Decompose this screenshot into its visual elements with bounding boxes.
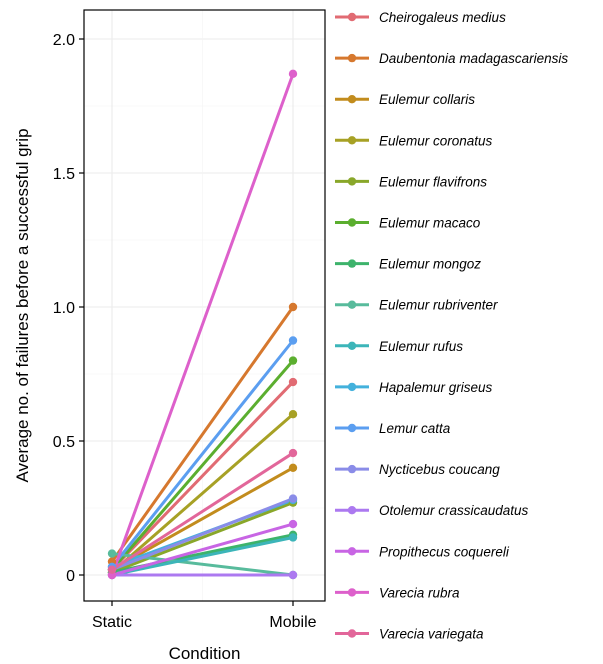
data-point xyxy=(288,336,298,345)
data-point xyxy=(288,533,298,542)
legend-key-point xyxy=(347,506,357,515)
legend-key-point xyxy=(347,95,357,104)
legend-key-point xyxy=(347,464,357,474)
legend-label: Otolemur crassicaudatus xyxy=(379,503,529,518)
data-points xyxy=(107,69,298,580)
x-tick-label: Static xyxy=(92,614,132,631)
series-line xyxy=(110,451,295,572)
legend-key-point xyxy=(347,136,357,145)
series-line xyxy=(110,497,295,572)
data-point xyxy=(288,377,298,387)
legend-label: Eulemur rubriventer xyxy=(379,298,498,313)
legend-label: Eulemur flavifrons xyxy=(379,174,487,189)
legend-key-point xyxy=(347,177,357,186)
series-line xyxy=(110,380,295,572)
x-tick-label: Mobile xyxy=(269,614,316,631)
legend-label: Varecia variegata xyxy=(379,627,484,642)
series-line xyxy=(110,72,295,577)
series-line xyxy=(110,501,295,574)
plot-panel-border xyxy=(83,9,326,602)
data-point xyxy=(288,463,298,472)
legend-key-point xyxy=(347,423,357,433)
legend-label: Daubentonia madagascariensis xyxy=(379,51,568,66)
data-point xyxy=(288,494,298,503)
legend-label: Hapalemur griseus xyxy=(379,380,493,395)
legend-label: Propithecus coquereli xyxy=(379,544,510,559)
data-point xyxy=(288,410,298,419)
legend-key-point xyxy=(347,588,357,597)
legend-label: Nycticebus coucang xyxy=(379,462,500,477)
legend-key-point xyxy=(347,259,357,268)
y-axis: 0 0.5 1.0 1.5 2.0 xyxy=(53,32,84,585)
data-point xyxy=(288,69,298,79)
series-line xyxy=(110,535,295,577)
series-line xyxy=(110,466,295,572)
legend-key-point xyxy=(347,341,357,350)
series-line xyxy=(110,522,295,577)
legend-key-point xyxy=(347,547,357,556)
legend-label: Eulemur mongoz xyxy=(379,257,481,272)
legend-key-point xyxy=(347,218,357,227)
legend-key-point xyxy=(347,12,357,22)
series-line xyxy=(110,305,295,564)
legend-label: Eulemur collaris xyxy=(379,92,475,107)
y-axis-title: Average no. of failures before a success… xyxy=(13,128,32,482)
legend-key-point xyxy=(347,629,357,638)
y-tick-label: 1.0 xyxy=(53,300,75,317)
grid xyxy=(84,10,325,601)
data-point xyxy=(288,356,298,365)
legend-key-point xyxy=(347,300,357,309)
x-axis-title: Condition xyxy=(169,644,241,663)
series-line xyxy=(110,412,295,574)
series-lines xyxy=(110,72,295,577)
series-line xyxy=(110,359,295,572)
data-point xyxy=(288,570,298,580)
x-axis: Static Mobile xyxy=(92,601,317,631)
legend-label: Eulemur coronatus xyxy=(379,133,493,148)
data-point xyxy=(288,448,298,458)
y-tick-label: 0 xyxy=(66,568,75,585)
y-tick-label: 0.5 xyxy=(53,434,75,451)
legend-label: Cheirogaleus medius xyxy=(379,10,506,25)
legend-key-point xyxy=(347,382,357,392)
legend-label: Varecia rubra xyxy=(379,585,460,600)
y-tick-label: 1.5 xyxy=(53,166,75,183)
data-point xyxy=(107,565,117,574)
data-point xyxy=(288,519,298,529)
legend-key-point xyxy=(347,53,357,63)
data-point xyxy=(288,302,298,312)
legend-label: Lemur catta xyxy=(379,421,451,436)
legend: Cheirogaleus medius Daubentonia madagasca… xyxy=(335,10,568,642)
legend-label: Eulemur macaco xyxy=(379,216,481,231)
series-line xyxy=(110,339,295,569)
data-point xyxy=(107,549,117,558)
y-tick-label: 2.0 xyxy=(53,32,75,49)
legend-label: Eulemur rufus xyxy=(379,339,463,354)
